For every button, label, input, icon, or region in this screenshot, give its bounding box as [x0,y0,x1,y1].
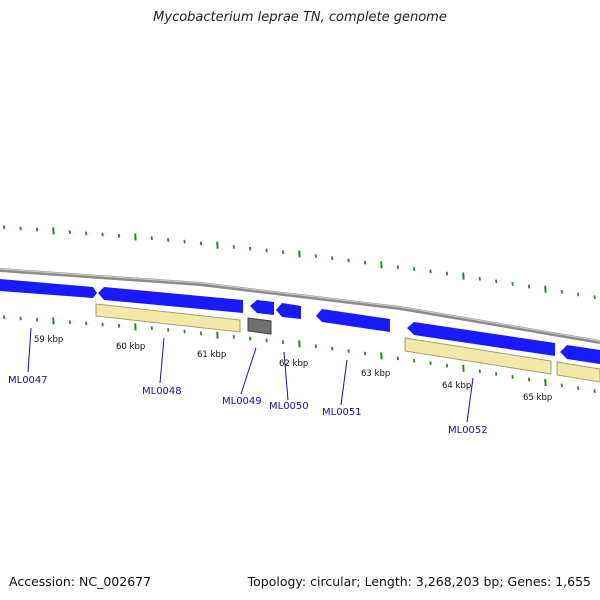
connector-ml0051 [340,359,348,406]
lower-tick-track [3,315,596,393]
kbp-label-63: 63 kbp [361,369,390,379]
connector-ml0049 [240,347,257,395]
genome-backbone-highlight [0,268,600,342]
label-connectors [27,327,474,423]
kbp-label-62: 62 kbp [279,359,308,369]
kbp-label-61: 61 kbp [197,350,226,360]
gene-ml0053[interactable] [556,361,600,383]
kbp-scale: 59 kbp 60 kbp 61 kbp 62 kbp 63 kbp 64 kb… [34,335,552,403]
gene-label-ml0052[interactable]: ML0052 [448,425,488,436]
gene-label-ml0051[interactable]: ML0051 [322,407,362,418]
connector-ml0048 [159,337,165,384]
gene-track [95,303,600,383]
kbp-label-64: 64 kbp [442,381,471,391]
gene-ml0048[interactable] [95,303,241,333]
upper-tick-track [3,225,596,300]
gene-label-ml0050[interactable]: ML0050 [269,401,309,412]
gene-ml0052[interactable] [404,337,552,375]
cds-ml0048[interactable] [98,287,243,313]
gene-labels: ML0047 ML0048 ML0049 ML0050 ML0051 ML005… [8,375,488,436]
connector-ml0047 [27,327,32,373]
connector-ml0050 [283,351,289,401]
cds-ml0047[interactable] [0,279,97,298]
cds-ml0053[interactable] [560,345,600,364]
gene-label-ml0049[interactable]: ML0049 [222,396,262,407]
gene-label-ml0047[interactable]: ML0047 [8,375,48,386]
map-title: Mycobacterium leprae TN, complete genome [153,10,447,25]
genome-backbone [0,268,600,344]
cds-track [0,279,600,364]
kbp-label-59: 59 kbp [34,335,63,345]
topology-summary: Topology: circular; Length: 3,268,203 bp… [247,574,591,589]
kbp-label-60: 60 kbp [116,342,145,352]
gene-label-ml0048[interactable]: ML0048 [142,386,182,397]
cds-ml0052[interactable] [407,322,555,356]
cds-ml0051[interactable] [316,309,390,332]
cds-ml0049[interactable] [250,300,274,315]
kbp-label-65: 65 kbp [523,393,552,403]
connector-ml0052 [466,377,474,423]
accession-text: Accession: NC_002677 [9,574,152,589]
cds-ml0050[interactable] [276,303,301,319]
gene-ml0049[interactable] [247,317,272,335]
